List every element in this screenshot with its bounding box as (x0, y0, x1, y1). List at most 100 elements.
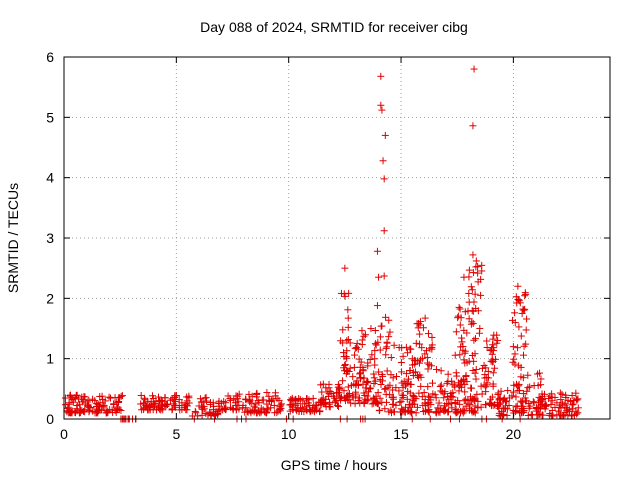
data-point (352, 380, 360, 388)
data-point (379, 157, 387, 165)
data-point (352, 344, 360, 352)
data-point (484, 374, 492, 382)
data-point (510, 355, 518, 363)
data-point (515, 323, 523, 331)
data-point (341, 264, 349, 272)
data-point (515, 296, 523, 304)
data-point (389, 386, 397, 394)
data-point (469, 269, 477, 277)
data-point (100, 401, 108, 409)
data-point (558, 399, 566, 407)
data-point (537, 375, 545, 383)
data-point (494, 402, 502, 410)
data-point (471, 350, 479, 358)
data-point (368, 400, 376, 408)
data-point (346, 364, 354, 372)
data-point (375, 407, 383, 415)
data-point (456, 305, 464, 313)
data-point (429, 379, 437, 387)
data-point (465, 289, 473, 297)
data-point (424, 400, 432, 408)
data-point (252, 409, 260, 417)
data-point (431, 391, 439, 399)
data-point (152, 397, 160, 405)
data-point (480, 381, 488, 389)
data-point (201, 394, 209, 402)
data-point (399, 352, 407, 360)
data-point (440, 407, 448, 415)
data-point (149, 392, 157, 400)
data-point (185, 399, 193, 407)
data-point (566, 406, 574, 414)
data-point (458, 338, 466, 346)
data-point (487, 357, 495, 365)
data-point (209, 399, 217, 407)
data-point (555, 407, 563, 415)
data-point (416, 359, 424, 367)
data-point (436, 382, 444, 390)
data-point (360, 398, 368, 406)
data-point (399, 384, 407, 392)
data-point (75, 409, 83, 417)
data-point (298, 404, 306, 412)
data-point (69, 398, 77, 406)
data-point (540, 402, 548, 410)
data-point (536, 369, 544, 377)
data-point (459, 377, 467, 385)
data-point (460, 397, 468, 405)
data-point (115, 394, 123, 402)
data-point (341, 292, 349, 300)
data-point (345, 367, 353, 375)
data-point (465, 266, 473, 274)
data-point (376, 346, 384, 354)
data-point (341, 397, 349, 405)
data-point (541, 405, 549, 413)
data-point (333, 401, 341, 409)
data-point (309, 394, 317, 402)
data-point (382, 351, 390, 359)
data-point (349, 373, 357, 381)
data-point (344, 306, 352, 314)
data-point (413, 320, 421, 328)
data-point (567, 412, 575, 420)
data-point (321, 399, 329, 407)
data-point (166, 396, 174, 404)
data-point (483, 343, 491, 351)
x-axis-label: GPS time / hours (281, 457, 388, 473)
data-point (105, 393, 113, 401)
data-point (395, 343, 403, 351)
data-point (461, 359, 469, 367)
data-point (113, 398, 121, 406)
data-point (196, 395, 204, 403)
data-point (91, 397, 99, 405)
data-point (381, 405, 389, 413)
data-point (468, 307, 476, 315)
data-point (389, 393, 397, 401)
data-point (392, 372, 400, 380)
data-point (468, 286, 476, 294)
data-point (539, 411, 547, 419)
data-point (347, 399, 355, 407)
data-point (198, 411, 206, 419)
data-point (518, 309, 526, 317)
data-point (217, 406, 225, 414)
data-point (395, 387, 403, 395)
data-point (375, 273, 383, 281)
data-point (453, 408, 461, 416)
data-point (455, 303, 463, 311)
data-point (398, 368, 406, 376)
data-point (373, 302, 381, 310)
data-point (570, 411, 578, 419)
data-point (344, 335, 352, 343)
data-point (331, 397, 339, 405)
data-point (520, 406, 528, 414)
data-point (364, 388, 372, 396)
data-point (503, 405, 511, 413)
data-point (377, 101, 385, 109)
data-point (278, 400, 286, 408)
data-point (344, 314, 352, 322)
data-point (405, 401, 413, 409)
data-point (235, 390, 243, 398)
data-point (300, 408, 308, 416)
data-point (456, 321, 464, 329)
